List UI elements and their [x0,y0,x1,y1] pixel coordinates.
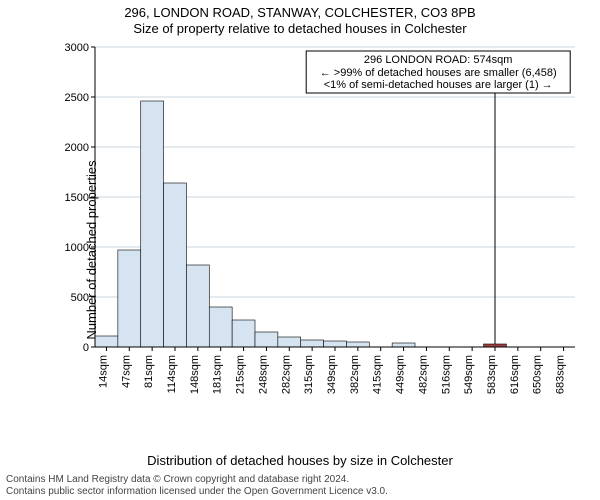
svg-text:1500: 1500 [65,192,89,204]
histogram-bar [255,332,278,347]
chart-container: 296, LONDON ROAD, STANWAY, COLCHESTER, C… [0,0,600,500]
histogram-bar [118,250,141,347]
histogram-bar [232,320,255,347]
svg-text:315sqm: 315sqm [303,355,315,394]
histogram-bar [164,183,187,347]
x-axis: 14sqm 47sqm 81sqm 114sqm 148sqm 181sqm 215sqm 2… [95,347,575,394]
svg-text:683sqm: 683sqm [555,355,567,394]
y-axis: 0 500 1000 1500 2000 2500 3000 [65,42,95,354]
svg-text:3000: 3000 [65,42,89,54]
histogram-bar [324,341,347,347]
svg-text:583sqm: 583sqm [486,355,498,394]
svg-text:248sqm: 248sqm [257,355,269,394]
svg-text:650sqm: 650sqm [532,355,544,394]
svg-text:549sqm: 549sqm [463,355,475,394]
svg-text:382sqm: 382sqm [349,355,361,394]
x-axis-label: Distribution of detached houses by size … [147,453,453,468]
annotation-line-2: ← >99% of detached houses are smaller (6… [320,67,557,79]
annotation-line-1: 296 LONDON ROAD: 574sqm [364,54,513,66]
svg-text:415sqm: 415sqm [372,355,384,394]
svg-text:2500: 2500 [65,92,89,104]
histogram-bar [186,265,209,347]
bars [95,101,415,347]
svg-text:81sqm: 81sqm [143,355,155,388]
svg-text:1000: 1000 [65,242,89,254]
svg-text:14sqm: 14sqm [97,355,109,388]
svg-text:516sqm: 516sqm [440,355,452,394]
plot-area: 0 500 1000 1500 2000 2500 3000 14sqm 47sqm 81sqm… [60,42,580,402]
histogram-bar [301,340,324,347]
svg-text:482sqm: 482sqm [417,355,429,394]
footer-line-2: Contains public sector information licen… [6,486,388,498]
svg-text:2000: 2000 [65,142,89,154]
histogram-bar [95,336,118,347]
svg-text:500: 500 [71,292,89,304]
svg-text:349sqm: 349sqm [326,355,338,394]
histogram-bar [141,101,164,347]
histogram-bar [392,343,415,347]
svg-text:181sqm: 181sqm [212,355,224,394]
svg-text:215sqm: 215sqm [235,355,247,394]
title-sub: Size of property relative to detached ho… [0,21,600,36]
svg-text:114sqm: 114sqm [166,355,178,393]
annotation-line-3: <1% of semi-detached houses are larger (… [324,79,553,91]
svg-text:0: 0 [83,342,89,354]
svg-text:282sqm: 282sqm [280,355,292,394]
svg-text:449sqm: 449sqm [395,355,407,394]
histogram-bar [278,337,301,347]
svg-text:47sqm: 47sqm [120,355,132,388]
svg-text:148sqm: 148sqm [189,355,201,394]
footer-line-1: Contains HM Land Registry data © Crown c… [6,474,388,486]
titles: 296, LONDON ROAD, STANWAY, COLCHESTER, C… [0,0,600,36]
title-main: 296, LONDON ROAD, STANWAY, COLCHESTER, C… [0,5,600,20]
svg-text:616sqm: 616sqm [509,355,521,394]
histogram-bar [346,342,369,347]
histogram-bar [209,307,232,347]
footer: Contains HM Land Registry data © Crown c… [6,474,388,498]
